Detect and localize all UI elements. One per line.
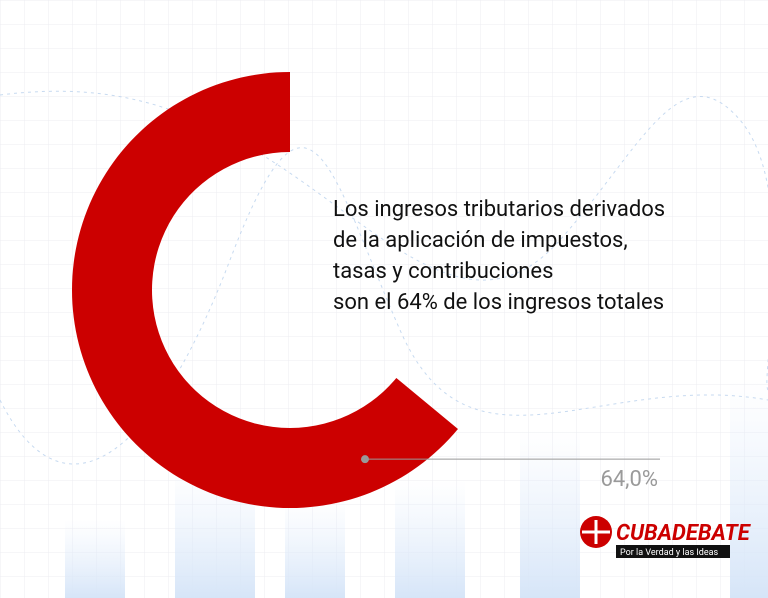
donut-segment xyxy=(71,72,458,509)
annotation-line: Los ingresos tributarios derivados xyxy=(333,197,665,222)
decor-curve xyxy=(0,147,768,465)
logo: CUBADEBATE Por la Verdad y las Ideas xyxy=(580,516,752,558)
brand-tagline: Por la Verdad y las Ideas xyxy=(620,548,719,558)
annotation-line: tasas y contribuciones xyxy=(333,259,553,284)
annotation-line: son el 64% de los ingresos totales xyxy=(333,290,664,315)
annotation-line: de la aplicación de impuestos, xyxy=(333,228,628,253)
brand-name: CUBADEBATE xyxy=(616,521,752,546)
annotation: Los ingresos tributarios derivados de la … xyxy=(333,197,665,315)
value-label: 64,0% xyxy=(600,467,658,492)
background-bars xyxy=(65,380,768,598)
